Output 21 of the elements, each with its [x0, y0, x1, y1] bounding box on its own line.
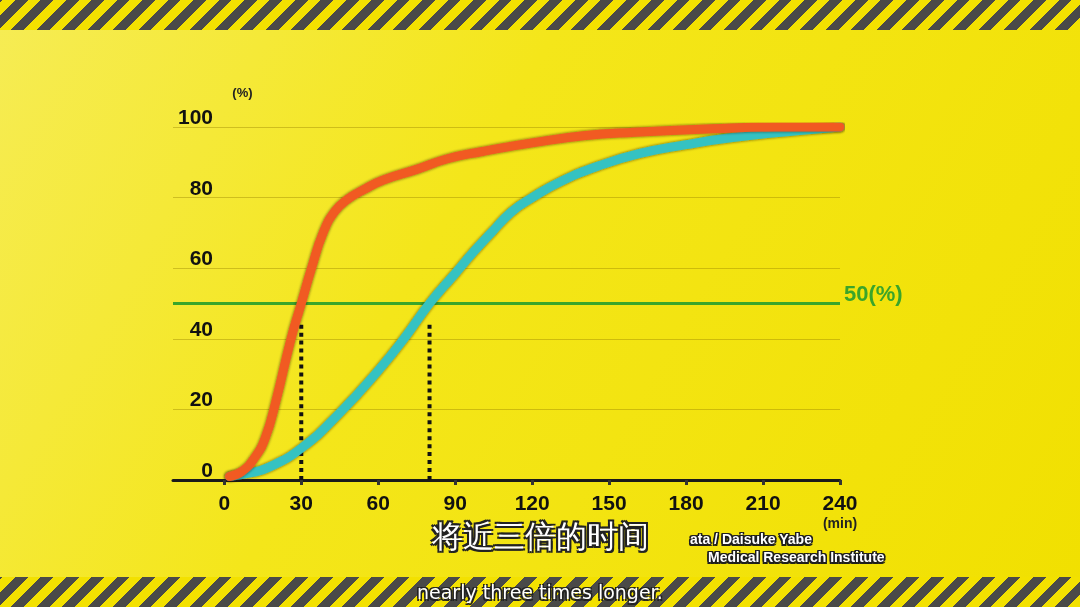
x-tick-label: 0 — [218, 491, 231, 514]
text: ata / Daisuke Yabe — [690, 531, 812, 547]
x-tick-label: 120 — [514, 491, 550, 514]
x-tick-label: 60 — [366, 491, 390, 514]
x-tick-label: 240 — [822, 491, 858, 514]
x-axis-title: (min) — [822, 515, 858, 531]
x-tick-label: 90 — [443, 491, 467, 514]
y-axis-title: (%) — [232, 85, 253, 100]
y-tick-label: 100 — [177, 105, 213, 128]
y-tick-label: 40 — [189, 316, 213, 340]
y-tick-label: 0 — [201, 458, 213, 481]
y-tick-label: 60 — [189, 246, 213, 270]
ref-line-label: 50(%) — [844, 281, 903, 306]
y-tick-label: 80 — [189, 175, 213, 199]
x-tick-label: 30 — [289, 491, 313, 514]
x-tick-label: 210 — [745, 491, 781, 514]
x-tick-label: 180 — [668, 491, 704, 514]
text: Medical Research Institute — [708, 549, 885, 565]
x-tick-label: 150 — [591, 491, 627, 514]
text: 将近三倍的时间 — [431, 518, 649, 554]
y-tick-label: 20 — [189, 387, 213, 411]
